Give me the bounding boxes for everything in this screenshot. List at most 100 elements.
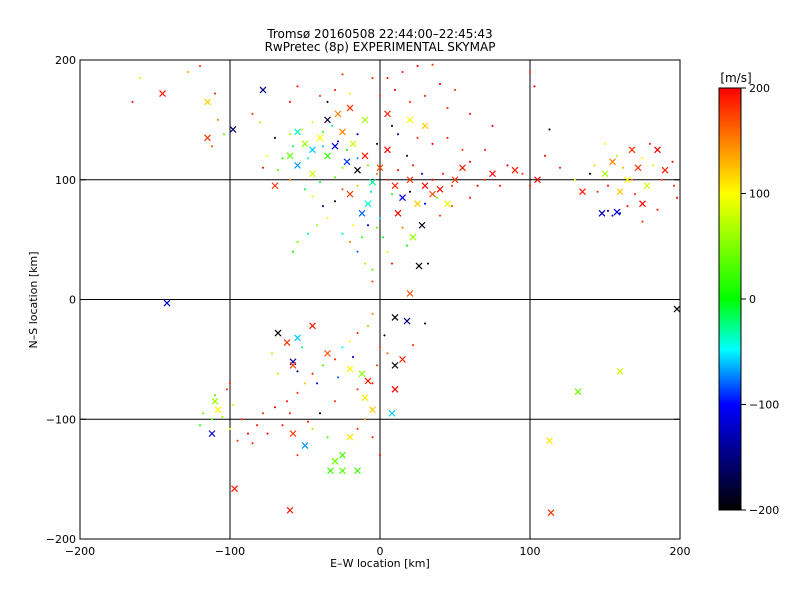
data-point-plus (271, 352, 273, 355)
data-point-plus (296, 391, 299, 394)
data-point-plus (469, 112, 471, 115)
data-point-plus (431, 142, 434, 145)
data-point-plus (341, 346, 344, 349)
data-point-plus (334, 176, 336, 179)
x-axis-label: E–W location [km] (330, 557, 430, 570)
data-point-plus (301, 346, 303, 349)
data-point-plus (316, 224, 318, 227)
data-point-plus (446, 106, 449, 109)
data-point-plus (533, 85, 536, 88)
data-point-plus (469, 160, 471, 163)
data-point-plus (311, 121, 314, 124)
data-point-plus (379, 217, 381, 220)
data-point-cross (309, 322, 316, 330)
data-point-plus (431, 63, 434, 66)
data-point-cross (673, 305, 681, 313)
data-point-plus (626, 205, 629, 208)
data-point-plus (262, 412, 264, 415)
data-point-plus (349, 340, 351, 343)
data-point-cross (286, 152, 294, 160)
data-point-plus (442, 172, 444, 175)
data-point-plus (616, 154, 618, 157)
data-point-plus (593, 164, 596, 167)
data-point-plus (266, 154, 269, 157)
data-point-cross (361, 116, 369, 124)
data-point-plus (401, 70, 404, 73)
data-point-plus (421, 172, 423, 175)
data-point-plus (262, 166, 264, 169)
data-point-plus (382, 236, 384, 239)
data-point-cross (406, 116, 414, 124)
data-point-plus (274, 136, 276, 139)
data-point-cross (415, 262, 423, 270)
data-point-cross (204, 134, 211, 142)
data-point-cross (421, 122, 429, 130)
x-tick-label: −200 (65, 545, 95, 558)
data-point-plus (341, 188, 344, 191)
data-point-plus (673, 184, 675, 187)
data-point-cross (598, 209, 606, 217)
data-point-cross (391, 314, 399, 321)
data-point-cross (601, 170, 609, 178)
data-point-plus (409, 100, 411, 103)
data-point-plus (352, 355, 354, 358)
data-point-plus (409, 190, 411, 193)
data-point-plus (641, 220, 644, 223)
data-point-plus (484, 148, 486, 151)
data-point-cross (294, 334, 301, 342)
data-point-cross (436, 185, 444, 193)
chart-subtitle: RwPretec (8p) EXPERIMENTAL SKYMAP (265, 40, 496, 54)
data-point-cross (574, 388, 582, 396)
data-point-plus (337, 376, 339, 379)
data-point-plus (251, 112, 254, 115)
data-point-plus (367, 224, 369, 227)
data-point-plus (296, 85, 299, 88)
data-point-cross (339, 128, 346, 136)
data-point-cross (159, 90, 166, 97)
data-point-plus (292, 145, 294, 148)
data-point-cross (361, 152, 369, 160)
data-point-plus (676, 196, 678, 199)
chart-title: Tromsø 20160508 22:44:00–22:45:43 (266, 27, 492, 41)
data-point-cross (309, 146, 316, 154)
data-point-plus (412, 164, 414, 167)
data-point-plus (367, 324, 369, 327)
data-point-cross (327, 467, 334, 475)
data-point-plus (349, 92, 351, 95)
data-points (131, 63, 681, 517)
data-point-cross (339, 451, 346, 459)
data-point-cross (301, 140, 309, 148)
data-point-plus (281, 157, 284, 160)
data-point-plus (371, 268, 374, 271)
data-point-plus (491, 124, 494, 127)
data-point-plus (326, 436, 329, 439)
data-point-plus (439, 82, 441, 85)
data-point-plus (401, 226, 404, 229)
data-point-cross (364, 377, 372, 385)
data-point-cross (331, 457, 339, 465)
data-point-plus (394, 88, 396, 91)
data-point-plus (548, 128, 551, 131)
data-point-cross (259, 86, 267, 94)
data-point-plus (424, 202, 426, 205)
data-point-cross (643, 182, 651, 190)
data-point-cross (361, 394, 369, 402)
data-point-plus (371, 76, 374, 79)
data-point-plus (611, 214, 614, 217)
data-point-plus (391, 124, 393, 127)
data-point-plus (202, 412, 204, 415)
data-point-plus (461, 148, 464, 151)
data-point-plus (296, 370, 299, 373)
data-point-plus (229, 427, 231, 430)
data-point-plus (199, 64, 201, 67)
data-point-plus (326, 100, 329, 103)
data-point-plus (371, 382, 374, 385)
data-point-plus (436, 196, 438, 199)
data-point-cross (634, 164, 642, 172)
data-point-plus (232, 403, 234, 406)
data-point-plus (289, 100, 291, 103)
data-point-cross (339, 467, 346, 475)
data-point-cross (376, 164, 384, 172)
data-point-plus (397, 133, 399, 136)
